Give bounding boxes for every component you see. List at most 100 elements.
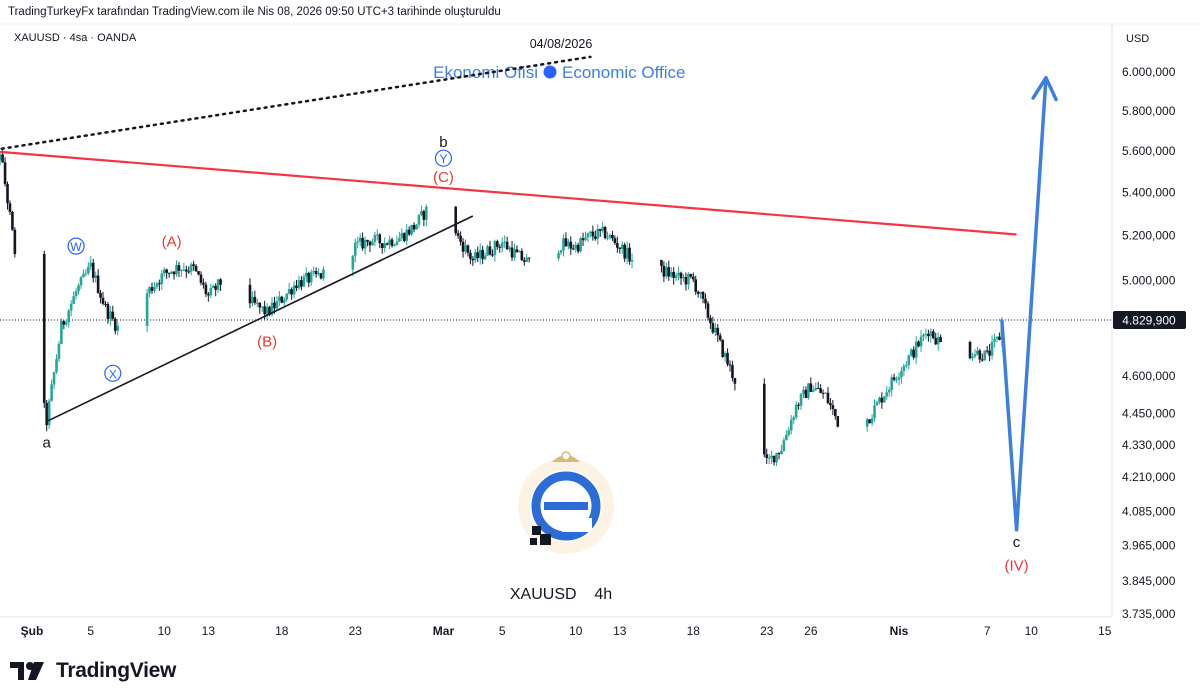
candle-body [672, 271, 675, 279]
candle-body [180, 269, 183, 271]
candle-body [82, 273, 85, 278]
time-axis[interactable]: Şub 5 10 13 18 23 Mar 5 10 13 18 23 26 Nis 7 10 15 [21, 624, 1112, 638]
candle-body [111, 311, 115, 319]
y-tick-label: 3.735,000 [1122, 607, 1176, 621]
candle-body [824, 392, 827, 394]
candle-body [885, 392, 889, 397]
candle-body [936, 337, 940, 345]
candle-body [361, 237, 364, 249]
candle-body [153, 286, 156, 291]
candle-body [682, 277, 685, 279]
candle-body [880, 397, 884, 403]
candle-body [630, 259, 634, 262]
wave-label: (IV) [1004, 557, 1028, 574]
x-tick-label: Mar [433, 624, 455, 638]
x-tick-label: 10 [1025, 624, 1039, 638]
candle-body [794, 404, 798, 418]
tradingview-brand[interactable]: TradingView [10, 658, 176, 684]
candle-body [459, 235, 462, 242]
candle-body [924, 333, 928, 335]
candle-body [782, 440, 786, 451]
candle-body [150, 287, 154, 291]
candle-body [557, 252, 560, 259]
candle-body [569, 241, 573, 249]
candle-body [263, 306, 266, 315]
candle-body [251, 296, 254, 304]
candle-body [669, 271, 673, 277]
candle-body [400, 233, 404, 239]
candle-body [883, 396, 886, 403]
symbol-info: XAUUSD · 4sa · OANDA [14, 32, 137, 44]
candle-body [1, 154, 4, 163]
tradingview-wordmark: TradingView [56, 659, 177, 682]
candle-body [170, 271, 173, 274]
candle-body [520, 251, 524, 261]
projection-path[interactable] [1000, 77, 1048, 532]
economic-office-logo [518, 451, 614, 554]
candle-body [366, 239, 369, 242]
candle-body [87, 266, 90, 274]
candle-body [84, 273, 88, 275]
candle-body [905, 365, 908, 367]
y-tick-label: 4.450,000 [1122, 407, 1176, 421]
candle-body [209, 287, 213, 296]
y-tick-label: 4.210,000 [1122, 470, 1176, 484]
dotted-trendline[interactable] [0, 55, 592, 151]
candle-body [314, 270, 318, 275]
candle-body [214, 285, 217, 290]
candle-body [55, 359, 58, 373]
candle-body [706, 303, 710, 318]
candle-body [777, 453, 781, 455]
candle-body [305, 272, 308, 277]
candle-body [865, 419, 869, 427]
candle-body [211, 285, 215, 288]
candle-body [505, 241, 509, 250]
y-tick-label: 6.000,000 [1122, 65, 1176, 79]
candle-body [728, 364, 732, 366]
candle-body [799, 394, 803, 406]
candle-body [62, 321, 66, 325]
candle-body [897, 377, 901, 380]
candle-body [312, 270, 315, 273]
candle-body [72, 296, 75, 304]
y-tick-label: 3.965,000 [1122, 539, 1176, 553]
candle-body [699, 291, 702, 294]
candle-body [486, 246, 489, 256]
candle-body [184, 269, 188, 272]
candle-body [353, 242, 357, 256]
candle-body [584, 237, 587, 241]
wave-label: W [70, 240, 82, 254]
candle-body [978, 350, 982, 360]
candle-body [780, 450, 783, 454]
candle-body [990, 341, 994, 356]
candle-body [398, 238, 401, 242]
x-tick-label: 23 [760, 624, 774, 638]
candle-body [623, 244, 626, 259]
candle-body [579, 238, 582, 252]
candle-body [11, 212, 14, 230]
wave-label: X [109, 367, 117, 381]
candle-body [576, 244, 580, 252]
candle-body [704, 298, 707, 304]
candle-body [158, 283, 161, 285]
y-tick-label: 3.845,000 [1122, 574, 1176, 588]
candle-body [290, 289, 293, 295]
candle-body [466, 245, 470, 253]
candle-body [586, 233, 590, 238]
candle-body [701, 291, 705, 299]
y-tick-label: 5.200,000 [1122, 229, 1176, 243]
candle-body [292, 285, 296, 295]
x-tick-label: Şub [21, 624, 44, 638]
candle-body [789, 419, 793, 431]
resistance-line[interactable] [0, 150, 1017, 236]
candle-body [3, 162, 7, 185]
candle-body [831, 405, 835, 410]
candle-body [522, 260, 526, 262]
candle-body [390, 239, 394, 246]
candle-body [473, 252, 477, 261]
watermark-dot [543, 65, 557, 79]
support-line[interactable] [46, 215, 474, 423]
candle-body [995, 336, 999, 339]
price-axis[interactable]: 6.000,000 5.800,000 5.600,000 5.400,000 5.20… [1122, 65, 1176, 621]
